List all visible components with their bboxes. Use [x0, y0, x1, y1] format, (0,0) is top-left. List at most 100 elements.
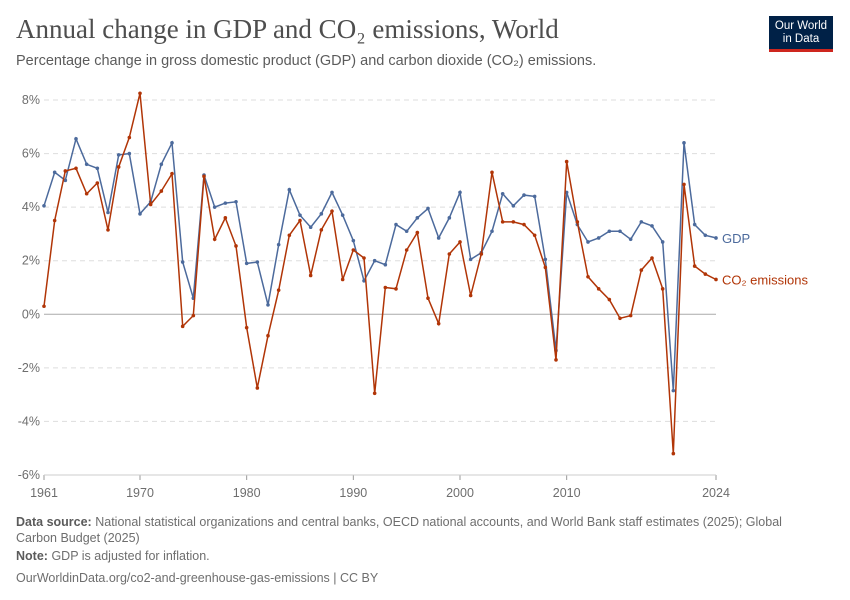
- data-point: [650, 256, 654, 260]
- chart-title: Annual change in GDP and CO₂ emissions, …: [16, 14, 559, 44]
- data-point: [255, 260, 260, 264]
- data-point: [234, 199, 238, 204]
- data-source: Data source: National statistical organi…: [16, 514, 826, 546]
- data-point: [639, 268, 644, 272]
- y-tick-label: 6%: [22, 147, 40, 161]
- x-tick-label: 2000: [446, 486, 474, 500]
- data-point: [500, 191, 505, 196]
- y-tick-label: 8%: [22, 93, 40, 107]
- data-point: [692, 264, 697, 268]
- data-point: [447, 216, 452, 220]
- data-point: [564, 159, 569, 164]
- data-point: [511, 220, 516, 224]
- data-point: [383, 262, 388, 267]
- data-point: [426, 206, 430, 211]
- data-point: [372, 391, 377, 396]
- data-point: [212, 237, 217, 242]
- data-point: [468, 293, 473, 298]
- data-point: [106, 228, 110, 232]
- data-point: [180, 260, 185, 264]
- data-point: [63, 169, 68, 173]
- data-point: [116, 165, 121, 169]
- data-point: [319, 228, 324, 232]
- line-chart: -6% -4% -2% 0% 2% 4% 6% 8% 1961 1970 1980 1990 2000 2…: [18, 91, 808, 500]
- data-point: [490, 170, 494, 175]
- source-label: Data source:: [16, 515, 92, 529]
- data-point: [426, 296, 430, 301]
- data-point: [234, 244, 238, 248]
- data-point: [340, 277, 345, 282]
- data-point: [682, 141, 686, 145]
- source-text: National statistical organizations and c…: [16, 515, 782, 545]
- data-point: [276, 288, 281, 292]
- data-point: [671, 451, 676, 456]
- data-point: [330, 190, 334, 195]
- data-point: [543, 265, 548, 270]
- data-point: [404, 248, 409, 252]
- data-point: [703, 233, 708, 238]
- data-point: [532, 233, 537, 238]
- data-point: [362, 256, 366, 260]
- data-point: [191, 313, 196, 318]
- data-point: [170, 171, 174, 176]
- x-tick-label: 1980: [233, 486, 261, 500]
- y-tick-label: 2%: [22, 254, 40, 268]
- data-point: [298, 218, 302, 223]
- data-point: [650, 224, 654, 228]
- data-point: [628, 237, 633, 242]
- data-point: [42, 304, 46, 309]
- data-point: [575, 220, 580, 224]
- data-point: [244, 261, 249, 266]
- data-point: [394, 222, 398, 227]
- note-text: GDP is adjusted for inflation.: [51, 549, 210, 563]
- y-tick-label: -4%: [18, 414, 40, 428]
- data-point: [330, 209, 334, 213]
- data-point: [63, 178, 68, 183]
- data-point: [404, 229, 409, 234]
- data-point: [223, 216, 228, 220]
- data-point: [180, 324, 185, 329]
- data-point: [714, 277, 718, 282]
- data-point: [415, 216, 420, 220]
- data-point: [212, 205, 217, 209]
- note: Note: GDP is adjusted for inflation.: [16, 548, 826, 564]
- data-point: [255, 386, 260, 390]
- owid-logo[interactable]: Our World in Data: [769, 16, 833, 52]
- data-point: [298, 213, 302, 217]
- y-tick-label: 4%: [22, 200, 40, 214]
- data-point: [276, 242, 281, 247]
- data-point: [148, 202, 153, 207]
- y-tick-label: -2%: [18, 361, 40, 375]
- data-point: [660, 287, 665, 291]
- x-tick-label: 1990: [339, 486, 367, 500]
- data-point: [351, 248, 356, 252]
- data-point: [84, 191, 89, 196]
- y-tick-label: 0%: [22, 307, 40, 321]
- data-point: [266, 303, 270, 307]
- chart-subtitle: Percentage change in gross domestic prod…: [16, 53, 597, 69]
- data-point: [74, 137, 78, 141]
- data-point: [639, 220, 644, 224]
- data-point: [511, 204, 516, 208]
- series-line-gdp: [43, 136, 717, 391]
- data-point: [340, 213, 345, 217]
- data-point: [607, 297, 612, 302]
- data-point: [703, 272, 708, 276]
- data-point: [202, 174, 206, 179]
- y-tick-label: -6%: [18, 468, 40, 482]
- data-point: [671, 388, 676, 393]
- data-point: [52, 170, 57, 175]
- data-point: [532, 194, 537, 199]
- data-point: [383, 285, 388, 290]
- data-point: [372, 258, 377, 263]
- data-point: [714, 236, 718, 240]
- data-point: [127, 151, 132, 156]
- data-point: [84, 162, 89, 167]
- data-point: [127, 135, 132, 140]
- source-url[interactable]: OurWorldinData.org/co2-and-greenhouse-ga…: [16, 571, 379, 585]
- data-point: [52, 218, 57, 223]
- data-point: [628, 313, 633, 318]
- data-point: [436, 321, 441, 326]
- data-point: [308, 273, 313, 278]
- data-point: [138, 212, 142, 216]
